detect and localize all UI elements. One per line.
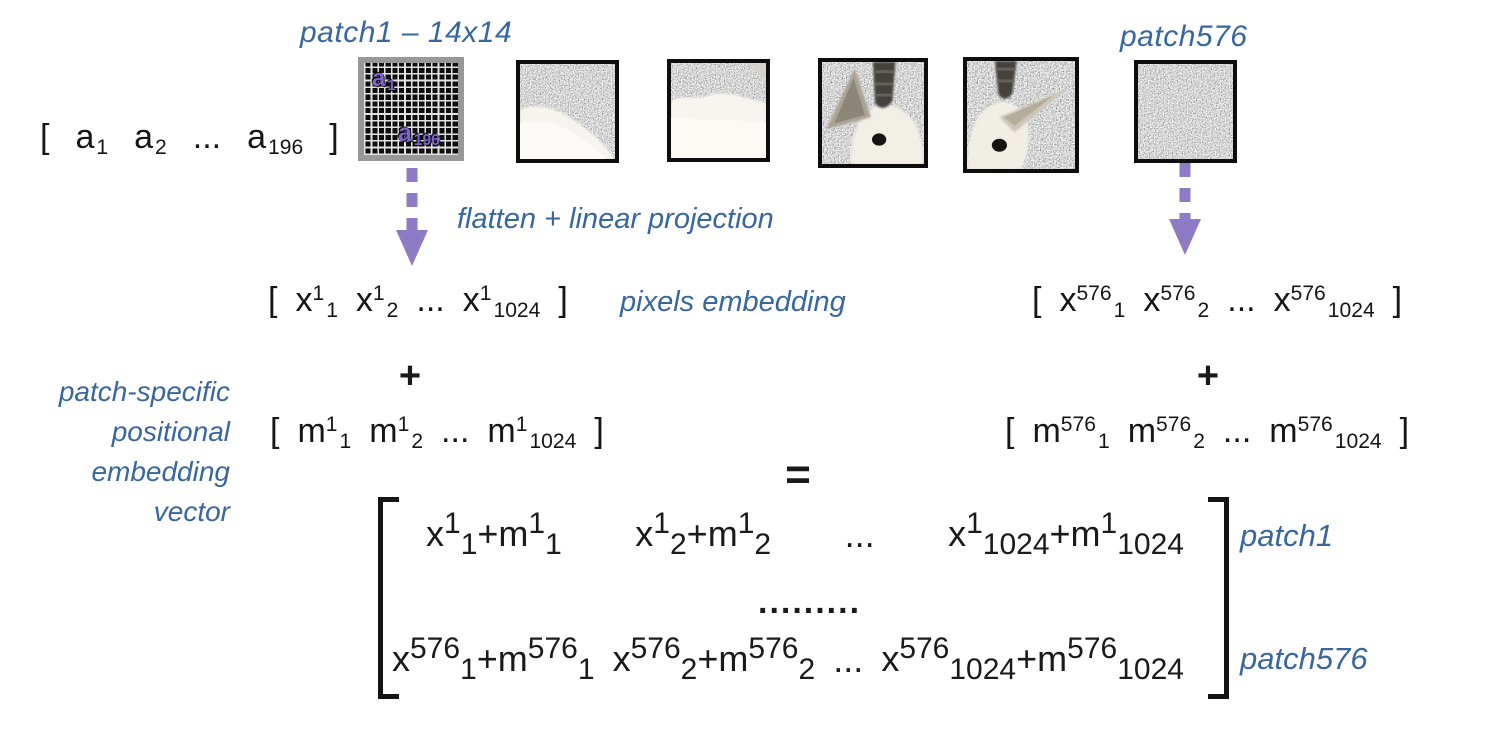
flatten-projection-label: flatten + linear projection — [457, 203, 774, 235]
patch-image-fur-1 — [516, 60, 619, 163]
patch576-noise-image — [1134, 60, 1237, 163]
caption-line-3: embedding — [91, 456, 230, 487]
patch-image-goat-horn — [963, 57, 1079, 173]
patch-image-goat-ear — [818, 58, 928, 168]
matrix-cell: x12 + m12 — [635, 507, 772, 562]
matrix-ellipsis-row: ......... — [758, 583, 862, 621]
grid-a196-label: a 196 — [398, 119, 440, 150]
patch576-title: patch576 — [1120, 20, 1248, 53]
caption-line-4: vector — [153, 496, 230, 527]
patch1-flatten-arrow-icon — [396, 168, 428, 266]
matrix-row-patch1: x11 + m11 x12 + m12 ... x11024 + m11024 — [396, 507, 1206, 562]
matrix-left-bracket — [378, 497, 399, 699]
matrix-cell: x11024 + m11024 — [948, 507, 1184, 562]
caption-line-1: patch-specific — [58, 376, 230, 407]
matrix-cell: x11 + m11 — [426, 507, 562, 562]
pixels-embedding-vector-patch576: [x5761 x5762... x5761024] — [1032, 281, 1403, 322]
matrix-right-bracket — [1208, 497, 1229, 699]
positional-vector-patch1: [m11 m12... m11024] — [270, 412, 604, 453]
matrix-cell: x5761 + m5761 — [392, 632, 595, 687]
matrix-row1-patch-label: patch1 — [1240, 518, 1334, 553]
plus-operator-patch576: + — [1196, 355, 1220, 397]
caption-line-2: positional — [111, 416, 230, 447]
matrix-row2-patch-label: patch576 — [1240, 641, 1368, 676]
patch-image-fur-2 — [667, 59, 770, 162]
matrix-cell: x5761024 + m5761024 — [881, 632, 1184, 687]
matrix-row-patch576: x5761 + m5761 x5762 + m5762 ... x5761024 + m57… — [392, 632, 1206, 687]
plus-operator-patch1: + — [398, 355, 422, 397]
input-pixel-vector: [a1 a2... a196] — [40, 118, 339, 159]
pixels-embedding-label: pixels embedding — [620, 286, 846, 318]
patch576-flatten-arrow-icon — [1169, 163, 1201, 255]
equals-operator: = — [785, 450, 811, 499]
matrix-cell: ... — [844, 514, 875, 555]
matrix-cell: ... — [833, 639, 864, 680]
positional-vector-patch576: [m5761 m5762... m5761024] — [1005, 412, 1410, 453]
matrix-cell: x5762 + m5762 — [612, 632, 816, 687]
patch1-title: patch1 – 14x14 — [300, 16, 513, 49]
positional-embedding-caption: patch-specific positional embedding vect… — [30, 372, 230, 532]
pixels-embedding-vector-patch1: [x11 x12... x11024] — [268, 281, 568, 322]
